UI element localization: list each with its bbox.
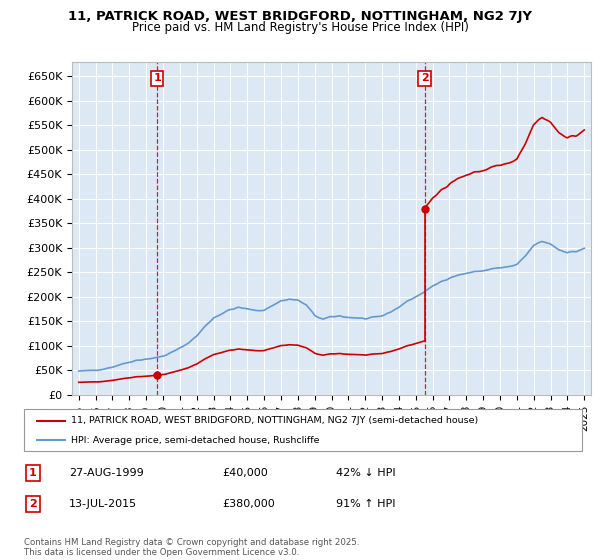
Text: £40,000: £40,000	[222, 468, 268, 478]
Text: 27-AUG-1999: 27-AUG-1999	[69, 468, 144, 478]
Text: Price paid vs. HM Land Registry's House Price Index (HPI): Price paid vs. HM Land Registry's House …	[131, 21, 469, 34]
Text: 11, PATRICK ROAD, WEST BRIDGFORD, NOTTINGHAM, NG2 7JY: 11, PATRICK ROAD, WEST BRIDGFORD, NOTTIN…	[68, 10, 532, 23]
Text: Contains HM Land Registry data © Crown copyright and database right 2025.
This d: Contains HM Land Registry data © Crown c…	[24, 538, 359, 557]
Text: HPI: Average price, semi-detached house, Rushcliffe: HPI: Average price, semi-detached house,…	[71, 436, 320, 445]
Text: 42% ↓ HPI: 42% ↓ HPI	[336, 468, 395, 478]
FancyBboxPatch shape	[24, 409, 582, 451]
Text: 1: 1	[29, 468, 37, 478]
Text: 13-JUL-2015: 13-JUL-2015	[69, 499, 137, 509]
Text: £380,000: £380,000	[222, 499, 275, 509]
Text: 11, PATRICK ROAD, WEST BRIDGFORD, NOTTINGHAM, NG2 7JY (semi-detached house): 11, PATRICK ROAD, WEST BRIDGFORD, NOTTIN…	[71, 416, 479, 425]
Text: 2: 2	[29, 499, 37, 509]
Text: 2: 2	[421, 73, 428, 83]
Text: 1: 1	[153, 73, 161, 83]
Text: 91% ↑ HPI: 91% ↑ HPI	[336, 499, 395, 509]
